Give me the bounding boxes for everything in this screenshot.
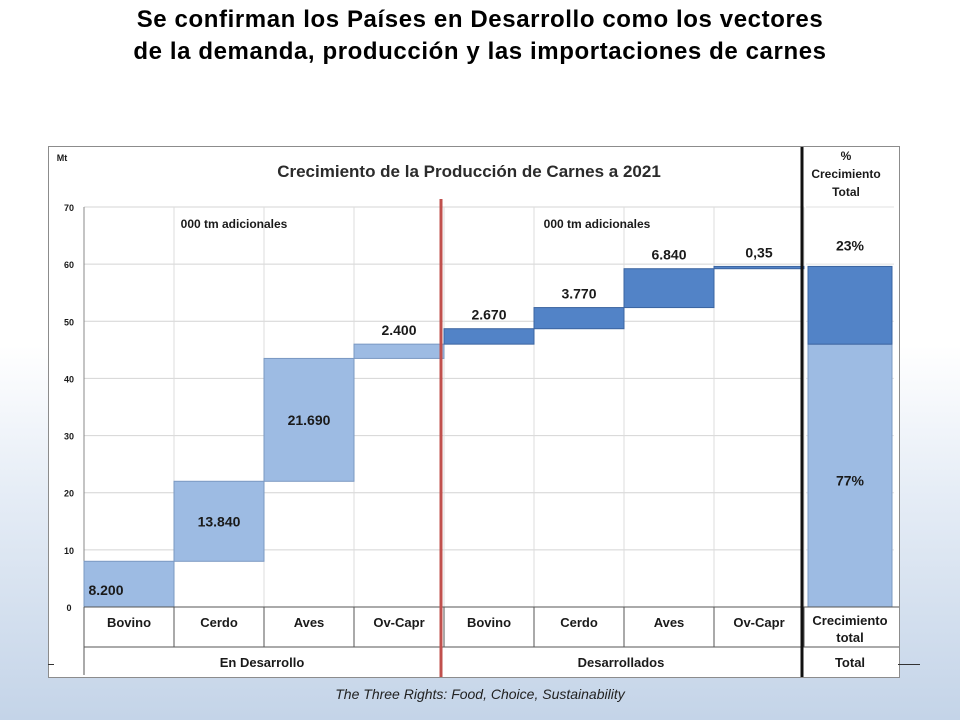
x-tick-label-total: total (836, 630, 863, 645)
waterfall-chart: 0 10 20 30 40 50 60 70 Mt Crecimiento de la Produ… (57, 147, 899, 677)
total-bar-segment (807, 265, 893, 345)
group-label-en-desarrollo: En Desarrollo (220, 655, 305, 670)
total-bar-segment (807, 343, 893, 608)
x-tick-label: Ov-Capr (733, 615, 784, 630)
slide-title: Se confirman los Países en Desarrollo co… (0, 4, 960, 68)
bar-value-label: 21.690 (288, 412, 331, 428)
bar-value-label: 2.670 (471, 307, 506, 323)
footer-rule-left (48, 664, 54, 665)
group-label-desarrollados: Desarrollados (578, 655, 665, 670)
x-tick-label: Aves (294, 615, 325, 630)
waterfall-bar (443, 328, 535, 345)
y-tick-label: 10 (64, 546, 74, 556)
bar-value-label: 2.400 (381, 322, 416, 338)
waterfall-bar (263, 357, 355, 482)
y-tick-label: 30 (64, 432, 74, 442)
bar-value-label: 0,35 (745, 244, 772, 260)
annotation-left: 000 tm adicionales (181, 217, 288, 231)
bar-value-label: 6.840 (651, 247, 686, 263)
waterfall-bar (533, 307, 625, 330)
x-tick-label: Cerdo (560, 615, 598, 630)
y-tick-label: 50 (64, 317, 74, 327)
annotation-right: 000 tm adicionales (544, 217, 651, 231)
total-header-line: Crecimiento (811, 167, 880, 181)
bar-value-label: 3.770 (561, 286, 596, 302)
x-tick-label-total: Crecimiento (812, 613, 887, 628)
y-tick-label: 20 (64, 489, 74, 499)
total-header-line: % (841, 149, 852, 163)
x-tick-label: Bovino (467, 615, 511, 630)
total-segment-label: 77% (836, 473, 865, 489)
chart-frame: 0 10 20 30 40 50 60 70 Mt Crecimiento de la Produ… (48, 146, 900, 678)
y-tick-label: 0 (66, 603, 71, 613)
total-segment-label: 23% (836, 237, 865, 253)
x-tick-label: Cerdo (200, 615, 238, 630)
group-label-total: Total (835, 655, 865, 670)
bar-value-label: 8.200 (88, 582, 123, 598)
y-tick-label: 60 (64, 260, 74, 270)
y-axis-label: Mt (57, 153, 68, 163)
waterfall-bar (173, 480, 265, 562)
waterfall-bar (623, 268, 715, 309)
x-tick-label: Aves (654, 615, 685, 630)
footer-rule-right (898, 664, 920, 665)
waterfall-bar (353, 343, 445, 359)
x-tick-label: Bovino (107, 615, 151, 630)
slide-title-line-2: de la demanda, producción y las importac… (133, 38, 827, 65)
total-header-line: Total (832, 185, 860, 199)
x-tick-label: Ov-Capr (373, 615, 424, 630)
slide-title-line-1: Se confirman los Países en Desarrollo co… (136, 6, 824, 33)
chart-title: Crecimiento de la Producción de Carnes a… (277, 162, 661, 181)
footer-caption: The Three Rights: Food, Choice, Sustaina… (335, 686, 625, 702)
bar-value-label: 13.840 (198, 513, 241, 529)
y-tick-label: 70 (64, 203, 74, 213)
waterfall-bar (713, 265, 805, 270)
y-tick-label: 40 (64, 374, 74, 384)
